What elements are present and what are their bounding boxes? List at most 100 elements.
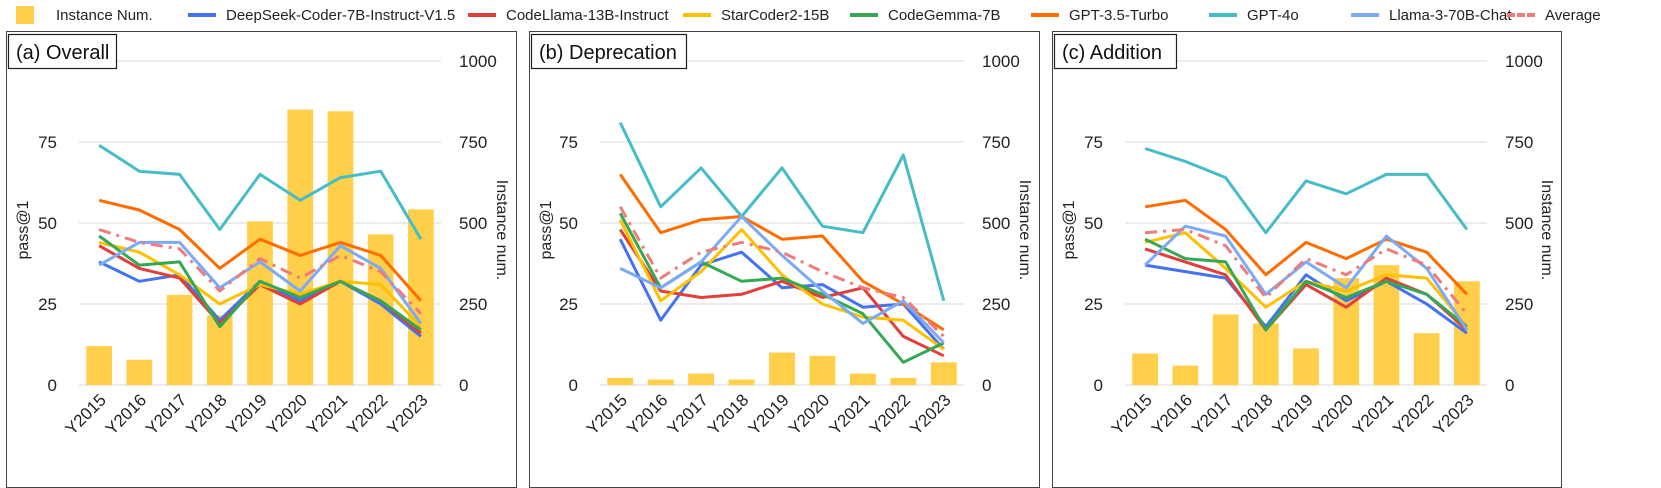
chart-legend: Instance Num. DeepSeek-Coder-7B-Instruct-… [0,0,1661,30]
x-tick-label: Y2019 [223,390,271,438]
series-line-gpt-4o [98,143,423,240]
x-tick-label: Y2018 [182,390,230,438]
y2-tick-label: 1000 [459,52,497,71]
panel-title: (b) Deprecation [539,42,677,64]
y-tick-label: 50 [559,214,578,233]
legend-swatch-line [188,13,216,17]
x-tick-label: Y2022 [343,390,391,438]
bar-instance-num [247,221,273,385]
y2-tick-label: 1000 [982,52,1020,71]
x-tick-label: Y2021 [1349,390,1397,438]
x-tick-label: Y2016 [1148,390,1196,438]
panel-title-box [7,33,118,70]
series-line-deepseek-coder-7b-instruct-v1-5 [1144,263,1468,335]
bar-instance-num [930,362,957,385]
chart-panel-2: 025507502505007501000Y2015Y2016Y2017Y201… [529,31,1040,488]
x-tick-label: Y2020 [263,390,311,438]
y2-tick-label: 500 [1505,214,1533,233]
bar-instance-num [1132,353,1158,385]
x-tick-label: Y2023 [1430,390,1478,438]
y-tick-label: 75 [38,133,57,152]
y-axis-label: pass@1 [15,200,32,259]
y2-axis-label: Instance num. [493,180,510,281]
bar-instance-num [86,346,112,385]
legend-label: GPT-4o [1247,6,1299,24]
series-line-codellama-13b-instruct [618,228,945,358]
legend-label: CodeGemma-7B [888,6,1001,24]
bar-instance-num [1413,333,1440,385]
legend-label: Llama-3-70B-Chat [1389,6,1512,24]
y-tick-label: 25 [1084,295,1103,314]
legend-swatch-line [1351,13,1379,17]
bar-instance-num [327,111,354,385]
series-line-starcoder2-15b [98,240,422,328]
series-line-average [1144,228,1469,315]
legend-swatch-line [468,13,496,17]
series-line-codegemma-7b [1144,237,1468,332]
x-tick-label: Y2018 [704,390,752,438]
x-tick-label: Y2019 [1269,390,1317,438]
y2-tick-label: 750 [982,133,1010,152]
legend-swatch-dash [1507,13,1535,17]
legend-swatch-line [850,13,878,17]
bar-instance-num [1172,365,1199,385]
series-line-starcoder2-15b [618,219,945,351]
bar-instance-num [728,379,755,385]
x-tick-label: Y2016 [623,390,671,438]
x-tick-label: Y2015 [62,390,110,438]
series-line-gpt-3-5-turbo [618,173,945,332]
bar-instance-num [1252,323,1279,385]
panel-title: (c) Addition [1062,42,1162,64]
series-line-llama-3-70b-chat [98,240,423,325]
chart-panel-1: 025507502505007501000Y2015Y2016Y2017Y201… [6,31,517,488]
x-tick-label: Y2017 [1188,390,1236,438]
bar-instance-num [408,209,434,385]
bar-instance-num [166,294,193,385]
y2-tick-label: 750 [459,133,487,152]
y2-tick-label: 0 [459,376,468,395]
legend-swatch-line [1031,13,1059,17]
y2-tick-label: 0 [982,376,991,395]
y2-tick-label: 250 [459,295,487,314]
legend-item-starcoder2-15b: StarCoder2-15B [683,5,829,25]
bar-instance-num [849,373,876,385]
legend-item-llama-3-70b-chat: Llama-3-70B-Chat [1351,5,1512,25]
x-tick-label: Y2023 [384,390,432,438]
x-tick-label: Y2019 [745,390,793,438]
y2-tick-label: 750 [1505,133,1533,152]
legend-label: CodeLlama-13B-Instruct [506,6,669,24]
y2-tick-label: 250 [1505,295,1533,314]
y2-axis-label: Instance num. [1016,180,1033,281]
charts-figure: 025507502505007501000Y2015Y2016Y2017Y201… [6,31,1562,488]
x-tick-label: Y2020 [1309,390,1357,438]
bar-instance-num [126,359,153,385]
legend-swatch-bar [16,6,34,24]
x-tick-label: Y2017 [664,390,712,438]
bar-instance-num [809,355,836,385]
y-tick-label: 0 [1094,376,1103,395]
series-line-llama-3-70b-chat [1144,224,1469,331]
y-axis-label: pass@1 [1061,200,1078,259]
panel-title-box [530,33,688,70]
bar-instance-num [890,377,917,385]
legend-item-codellama-13b-instruct: CodeLlama-13B-Instruct [468,5,669,25]
x-tick-label: Y2016 [102,390,150,438]
series-line-llama-3-70b-chat [619,215,945,344]
chart-panel-3: 025507502505007501000Y2015Y2016Y2017Y201… [1052,31,1562,488]
panel-title: (a) Overall [16,42,109,64]
legend-item-instance-num-: Instance Num. [16,5,153,25]
x-tick-label: Y2017 [142,390,190,438]
bar-instance-num [607,377,634,385]
x-tick-label: Y2015 [1108,390,1156,438]
x-tick-label: Y2015 [583,390,631,438]
y-tick-label: 0 [569,376,578,395]
panel-title-box [1053,33,1178,70]
bar-instance-num [1293,348,1319,385]
series-line-average [98,228,422,315]
bar-instance-num [647,379,674,385]
series-line-gpt-4o [618,121,946,302]
legend-label: Average [1545,6,1601,24]
y-axis-label: pass@1 [538,200,555,259]
y-tick-label: 50 [1084,214,1103,233]
bar-instance-num [287,109,314,385]
